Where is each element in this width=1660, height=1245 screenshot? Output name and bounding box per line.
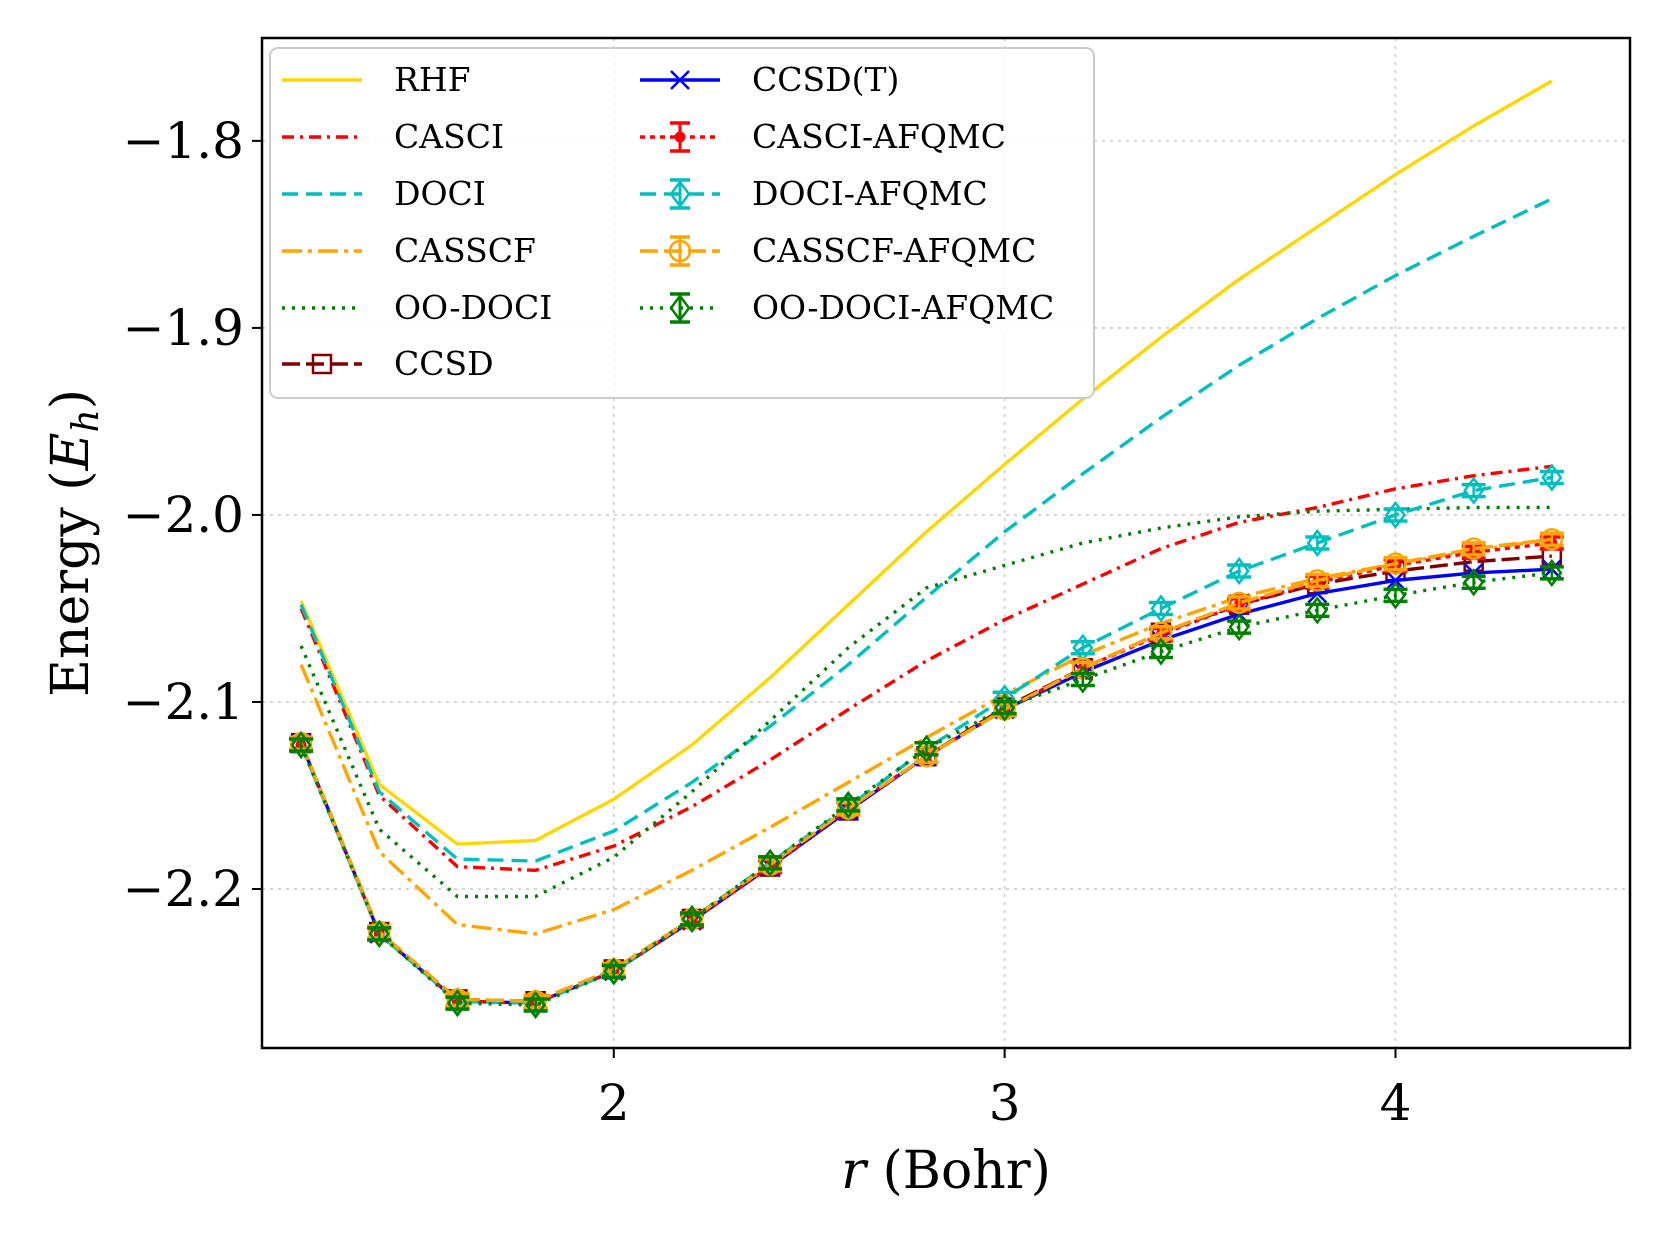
legend-label: DOCI [394,174,486,213]
legend-box [269,47,1095,399]
diamond-marker [368,919,390,948]
diamond-marker [1228,556,1250,586]
legend-item-casci: CASCI [282,117,504,156]
diamond-marker [1541,463,1563,492]
series-line-rhf [299,79,1553,846]
diamond-marker [1541,558,1563,588]
legend-item-ccsd-t: CCSD(T) [640,60,899,99]
legend-label: CASCI [394,117,504,156]
y-tick-label: −2.1 [123,673,244,731]
legend-item-casscf: CASSCF [282,231,536,270]
y-tick-label: −2.0 [123,486,244,544]
series-casci [299,464,1553,872]
circle-marker [1540,528,1564,551]
legend-dot-marker [674,131,686,143]
legend-label: CASSCF [394,231,536,270]
legend-diamond-marker [669,179,691,209]
y-tick-label: −2.2 [123,860,244,918]
diamond-marker [1463,568,1485,597]
ticks: 2 3 4 −1.8 −1.9 −2.0 −2.1 −2.2 [123,112,1412,1132]
diamond-marker [290,730,312,760]
legend-circle-marker [668,239,692,263]
diamond-marker [1150,594,1172,623]
series-line-oo-doci [299,505,1552,899]
legend-square-marker [311,353,333,375]
y-tick-label: −1.8 [123,112,244,170]
series-line-oo-doci-afqmc [299,571,1553,1007]
series-line-casci [299,464,1553,872]
diamond-marker [446,989,468,1018]
diamond-marker [1463,476,1485,505]
diamond-marker [603,957,625,986]
diamond-marker [681,904,703,934]
series-oo-doci [299,505,1552,899]
diamond-marker [837,790,859,819]
diamond-marker [1306,596,1328,625]
legend: RHF CASCI DOCI CASSCF OO-DOCI CCSD CCSD(T) CASC… [269,47,1095,399]
diamond-marker [1384,581,1407,610]
series-oo-doci-afqmc [289,558,1564,1020]
diamond-marker [525,990,547,1020]
x-axis-label: r (Bohr) [841,1141,1051,1201]
legend-label: DOCI-AFQMC [752,174,988,213]
x-tick-label: 4 [1380,1074,1412,1132]
x-tick-label: 3 [989,1074,1021,1132]
legend-label: CCSD(T) [752,60,899,99]
diamond-marker [1072,633,1094,662]
diamond-marker [759,848,781,877]
diamond-marker [1150,637,1172,666]
legend-item-oo-doci-afqmc: OO-DOCI-AFQMC [640,288,1054,327]
legend-item-doci-afqmc: DOCI-AFQMC [640,174,988,213]
legend-label: OO-DOCI [394,288,552,327]
legend-item-oo-doci: OO-DOCI [282,288,552,327]
legend-label: CASSCF-AFQMC [752,231,1036,270]
y-tick-label: −1.9 [123,299,244,357]
diamond-marker [1228,613,1250,642]
diamond-marker [994,693,1016,722]
series-rhf [299,79,1553,846]
circle-marker [1462,537,1485,560]
axes-frame [260,36,1632,1050]
circle-marker [1149,621,1173,645]
legend-item-casscf-afqmc: CASSCF-AFQMC [640,231,1036,270]
legend-item-rhf: RHF [282,60,471,99]
x-marker [1385,570,1406,591]
legend-label: CCSD [394,344,494,383]
legend-diamond-marker [669,293,691,323]
diamond-marker [1384,500,1407,530]
circle-marker [1227,591,1251,615]
legend-items: RHF CASCI DOCI CASSCF OO-DOCI CCSD CCSD(T) CASC… [282,60,1054,383]
circle-marker [1384,552,1407,575]
legend-label: CASCI-AFQMC [752,117,1006,156]
series-layer [289,79,1564,1020]
legend-label: RHF [394,60,471,99]
diamond-marker [915,734,938,763]
legend-x-marker [670,70,690,90]
legend-item-ccsd: CCSD [282,344,494,383]
circle-marker [1306,569,1329,592]
diamond-marker [1306,528,1328,558]
legend-item-casci-afqmc: CASCI-AFQMC [640,117,1006,156]
y-axis-label: Energy (Eh) [41,389,107,697]
series-line-doci [299,197,1553,863]
x-tick-label: 2 [598,1074,630,1132]
legend-item-doci: DOCI [282,174,486,213]
series-doci [299,197,1553,863]
diamond-marker [1072,665,1094,694]
legend-label: OO-DOCI-AFQMC [752,288,1054,327]
